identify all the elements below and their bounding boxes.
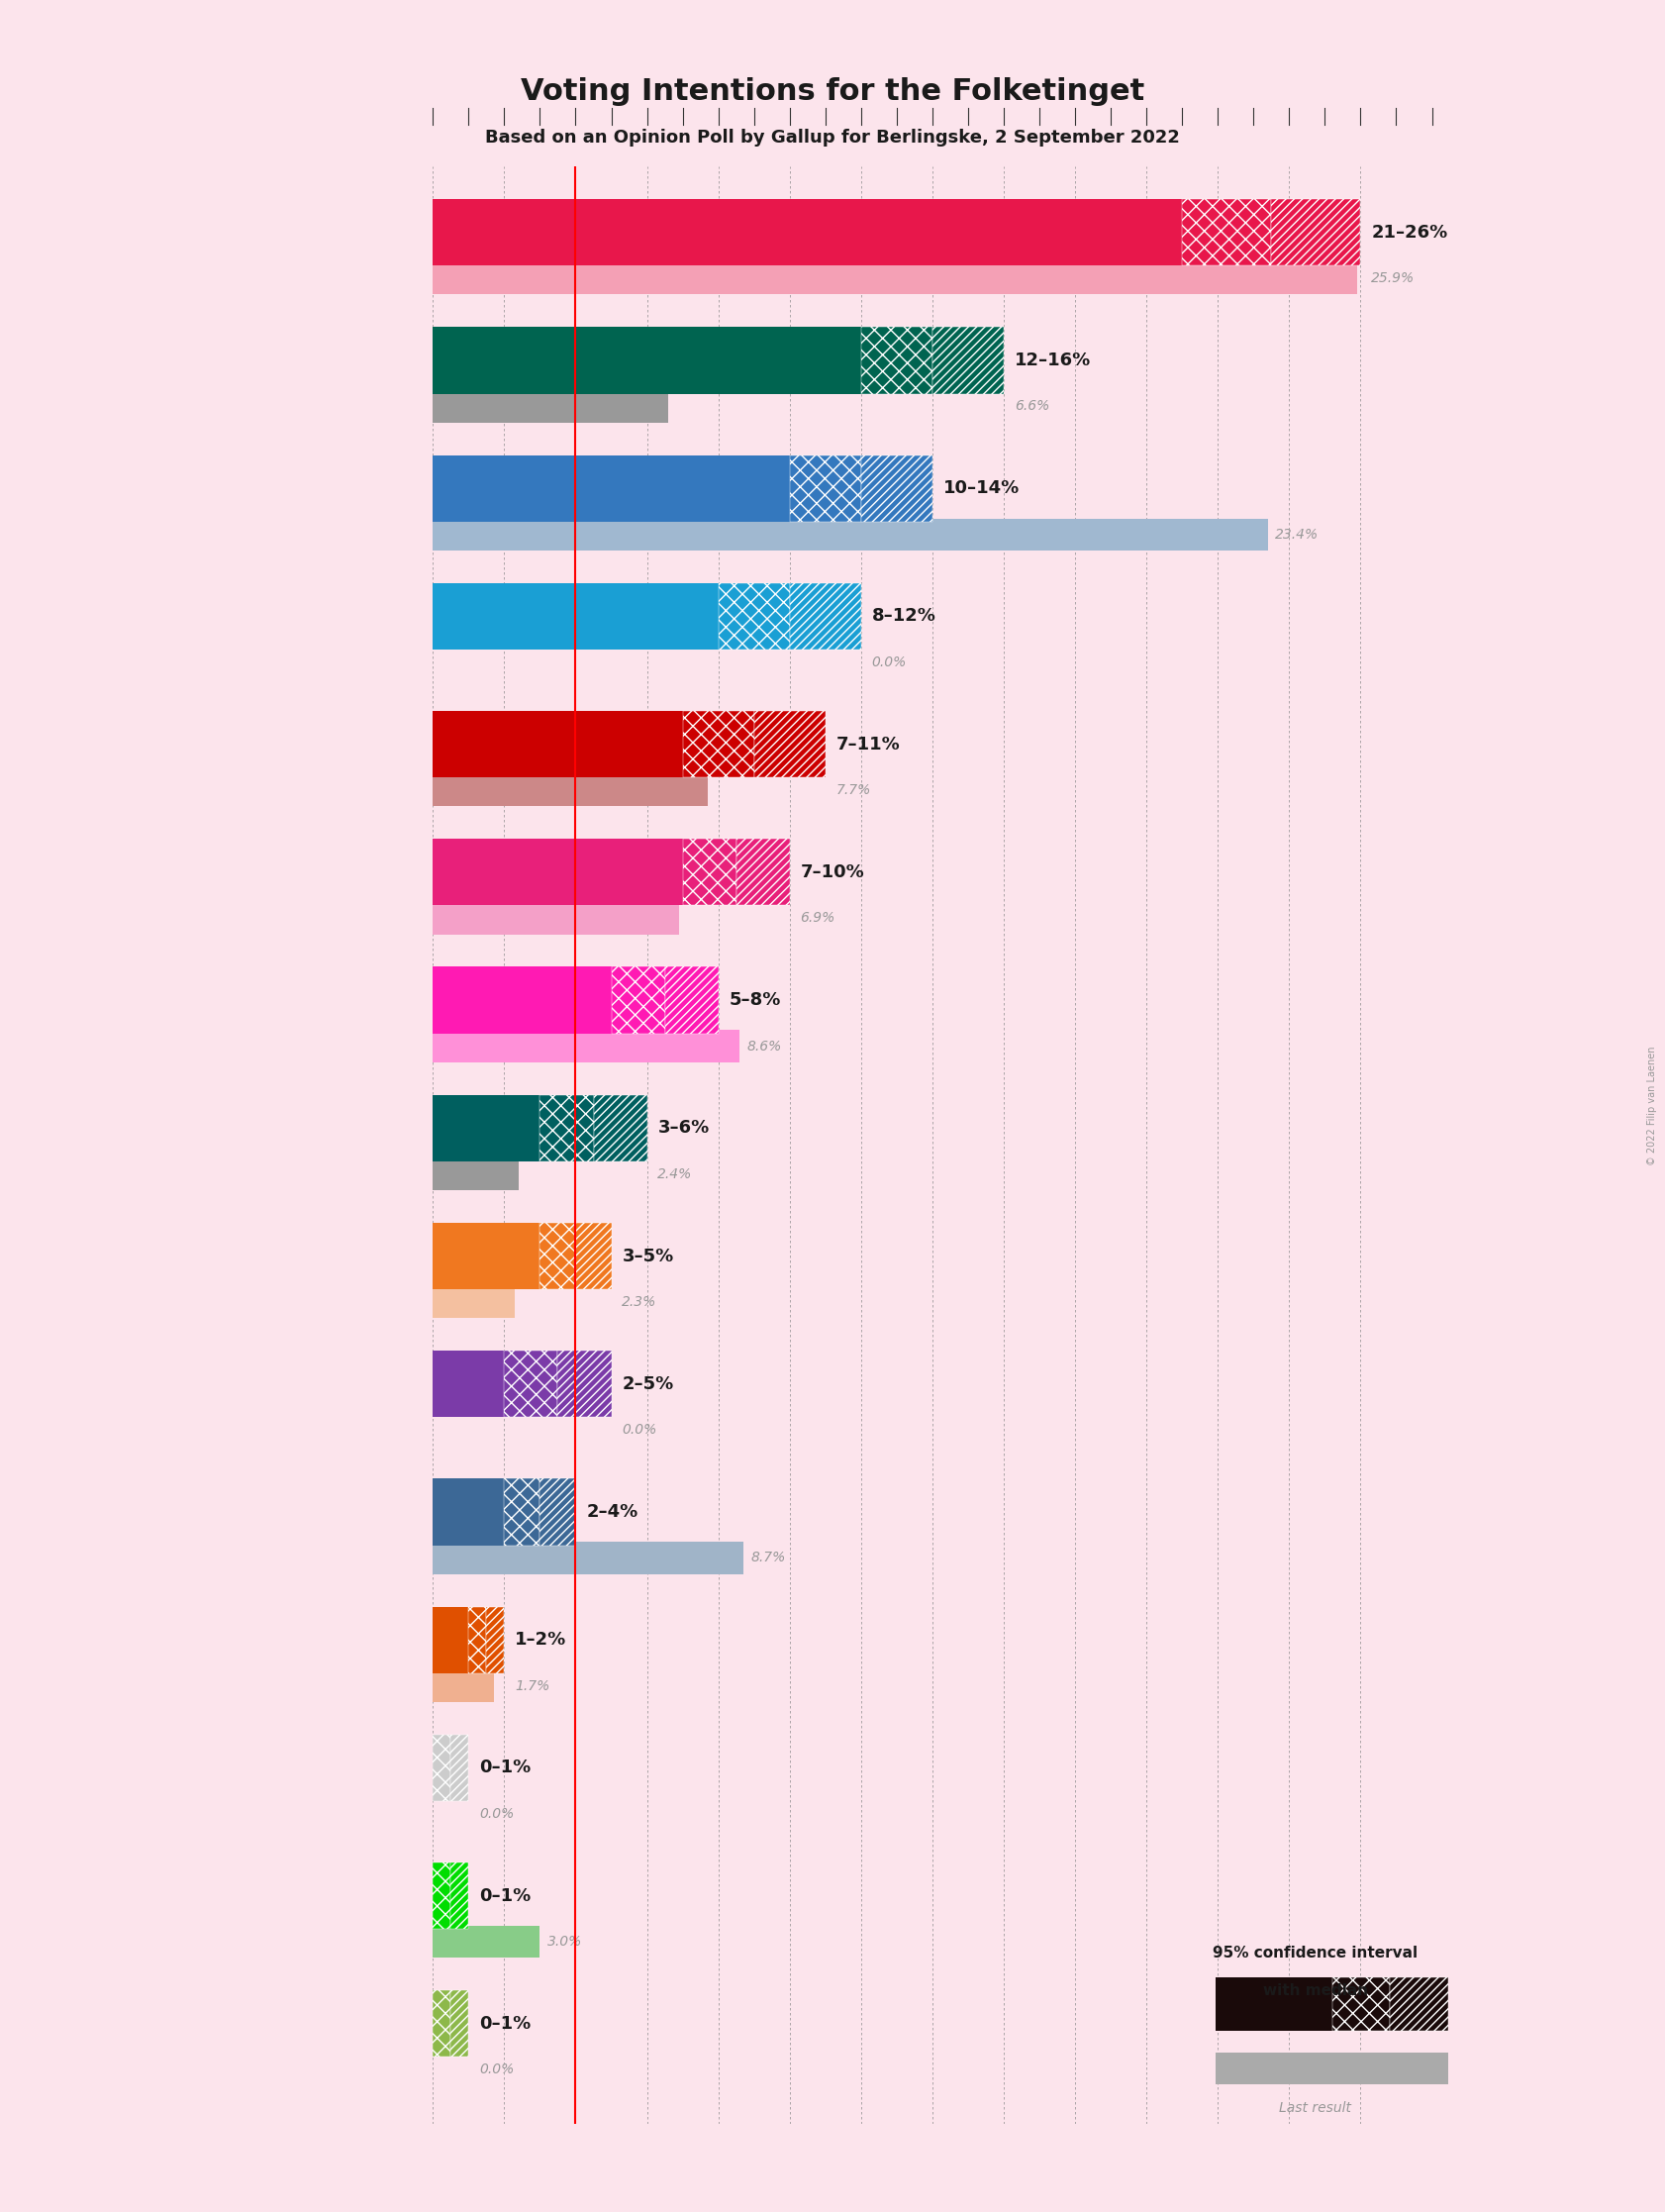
- Text: 8.7%: 8.7%: [751, 1551, 786, 1564]
- Bar: [1332, 1978, 1390, 2031]
- Text: © 2022 Filip van Laenen: © 2022 Filip van Laenen: [1647, 1046, 1657, 1166]
- Text: 1–2%: 1–2%: [514, 1630, 566, 1648]
- Bar: [433, 1478, 504, 1546]
- Bar: [451, 1991, 468, 2057]
- Text: 2.3%: 2.3%: [623, 1296, 658, 1310]
- Bar: [1215, 2053, 1449, 2084]
- Text: 21–26%: 21–26%: [1372, 223, 1447, 241]
- Bar: [433, 1542, 743, 1575]
- Bar: [611, 967, 664, 1033]
- Bar: [861, 456, 932, 522]
- Bar: [433, 584, 718, 650]
- Bar: [789, 584, 861, 650]
- Bar: [539, 1478, 576, 1546]
- Bar: [433, 1031, 739, 1062]
- Text: 7–10%: 7–10%: [801, 863, 864, 880]
- Bar: [433, 1285, 514, 1318]
- Bar: [433, 1670, 493, 1701]
- Text: with median: with median: [1262, 1984, 1369, 1997]
- Text: Last result: Last result: [1279, 2101, 1352, 2115]
- Text: 25.9%: 25.9%: [1372, 272, 1415, 285]
- Bar: [504, 1478, 539, 1546]
- Bar: [861, 327, 932, 394]
- Text: Based on an Opinion Poll by Gallup for Berlingske, 2 September 2022: Based on an Opinion Poll by Gallup for B…: [485, 128, 1180, 146]
- Text: 3–5%: 3–5%: [623, 1248, 674, 1265]
- Bar: [1182, 199, 1272, 265]
- Text: 10–14%: 10–14%: [942, 480, 1019, 498]
- Bar: [433, 967, 611, 1033]
- Bar: [486, 1606, 504, 1672]
- Text: 0.0%: 0.0%: [480, 1807, 514, 1820]
- Bar: [433, 1734, 451, 1801]
- Bar: [1272, 199, 1360, 265]
- Text: 0–1%: 0–1%: [480, 2015, 531, 2033]
- Text: 2–5%: 2–5%: [623, 1376, 674, 1394]
- Bar: [433, 774, 708, 807]
- Text: 23.4%: 23.4%: [1275, 526, 1319, 542]
- Text: 0.0%: 0.0%: [872, 655, 907, 670]
- Bar: [718, 584, 789, 650]
- Bar: [451, 1863, 468, 1929]
- Text: Voting Intentions for the Folketinget: Voting Intentions for the Folketinget: [521, 77, 1144, 106]
- Bar: [433, 456, 789, 522]
- Bar: [1390, 1978, 1449, 2031]
- Text: 2–4%: 2–4%: [586, 1502, 638, 1522]
- Bar: [754, 710, 826, 776]
- Text: 0–1%: 0–1%: [480, 1759, 531, 1776]
- Text: 3.0%: 3.0%: [548, 1936, 583, 1949]
- Bar: [433, 392, 668, 422]
- Bar: [789, 456, 861, 522]
- Bar: [433, 1927, 539, 1958]
- Bar: [1215, 1978, 1332, 2031]
- Bar: [558, 1352, 611, 1418]
- Bar: [683, 838, 736, 905]
- Bar: [539, 1095, 593, 1161]
- Bar: [433, 1095, 539, 1161]
- Text: 0.0%: 0.0%: [480, 2064, 514, 2077]
- Text: 8–12%: 8–12%: [872, 608, 936, 626]
- Bar: [433, 710, 683, 776]
- Bar: [433, 902, 679, 933]
- Text: 5–8%: 5–8%: [729, 991, 781, 1009]
- Bar: [433, 327, 861, 394]
- Text: 7.7%: 7.7%: [836, 783, 871, 796]
- Bar: [433, 1223, 539, 1290]
- Bar: [433, 838, 683, 905]
- Bar: [468, 1606, 486, 1672]
- Bar: [664, 967, 718, 1033]
- Text: 95% confidence interval: 95% confidence interval: [1212, 1947, 1419, 1960]
- Text: 12–16%: 12–16%: [1014, 352, 1091, 369]
- Text: 1.7%: 1.7%: [514, 1679, 549, 1692]
- Text: 8.6%: 8.6%: [748, 1040, 783, 1053]
- Bar: [683, 710, 754, 776]
- Bar: [736, 838, 789, 905]
- Bar: [504, 1352, 558, 1418]
- Bar: [433, 1606, 468, 1672]
- Text: 3–6%: 3–6%: [658, 1119, 709, 1137]
- Bar: [433, 199, 1182, 265]
- Bar: [593, 1095, 648, 1161]
- Text: 7–11%: 7–11%: [836, 734, 901, 752]
- Text: 0–1%: 0–1%: [480, 1887, 531, 1905]
- Bar: [539, 1223, 576, 1290]
- Text: 2.4%: 2.4%: [658, 1168, 693, 1181]
- Bar: [433, 1352, 504, 1418]
- Text: 6.9%: 6.9%: [801, 911, 836, 925]
- Bar: [433, 1991, 451, 2057]
- Text: 6.6%: 6.6%: [1014, 400, 1049, 414]
- Bar: [433, 1159, 518, 1190]
- Bar: [451, 1734, 468, 1801]
- Text: 0.0%: 0.0%: [623, 1422, 658, 1438]
- Bar: [576, 1223, 611, 1290]
- Bar: [433, 1863, 451, 1929]
- Bar: [932, 327, 1004, 394]
- Bar: [433, 263, 1357, 294]
- Bar: [433, 518, 1267, 551]
